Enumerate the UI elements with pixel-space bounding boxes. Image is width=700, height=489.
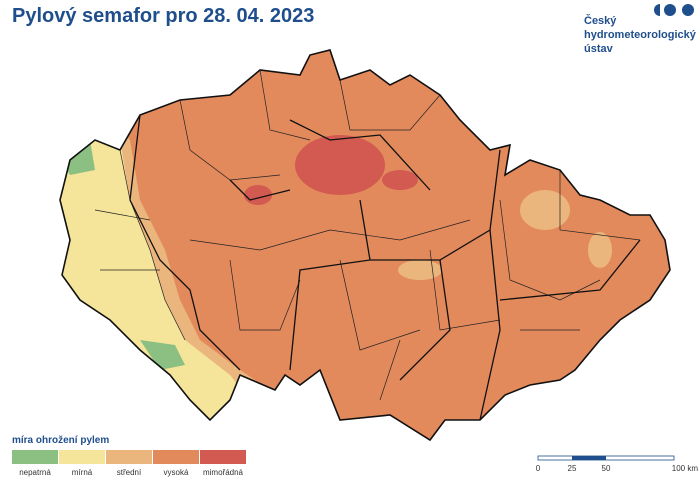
zone-minimal (140, 340, 185, 370)
logo-text: Český (584, 14, 617, 27)
logo-text: hydrometeorologický (584, 29, 697, 41)
title: Pylový semafor pro 28. 04. 2023 (12, 5, 314, 27)
scale-label: 100 km (672, 464, 699, 473)
scale-label: 25 (568, 464, 577, 473)
legend-swatch (200, 450, 246, 464)
legend-swatch (153, 450, 199, 464)
legend-swatch (59, 450, 105, 464)
zone-medium (520, 190, 570, 230)
legend: míra ohrožení pylem nepatrná mírná střední… (12, 435, 246, 477)
legend-label: střední (117, 468, 142, 477)
zone-medium (398, 260, 442, 280)
logo: Český hydrometeorologický ústav (584, 4, 697, 55)
scale-label: 0 (536, 464, 541, 473)
logo-text: ústav (584, 43, 614, 55)
legend-swatch (12, 450, 58, 464)
zone-extreme (382, 170, 418, 190)
legend-label: nepatrná (19, 468, 51, 477)
zone-extreme (295, 135, 385, 195)
logo-icon (654, 4, 660, 16)
scale-bar-segment (572, 456, 606, 460)
zone-medium (588, 232, 612, 268)
scale-bar: 0 25 50 100 km (536, 455, 699, 473)
legend-title: míra ohrožení pylem (12, 435, 109, 446)
legend-label: mírná (72, 468, 93, 477)
legend-swatch (106, 450, 152, 464)
logo-icon (682, 4, 694, 16)
legend-label: mimořádná (203, 468, 244, 477)
district-borders (59, 49, 671, 441)
logo-icon (664, 4, 676, 16)
scale-label: 50 (602, 464, 611, 473)
zone-minimal (60, 237, 66, 253)
legend-label: vysoká (164, 468, 189, 477)
